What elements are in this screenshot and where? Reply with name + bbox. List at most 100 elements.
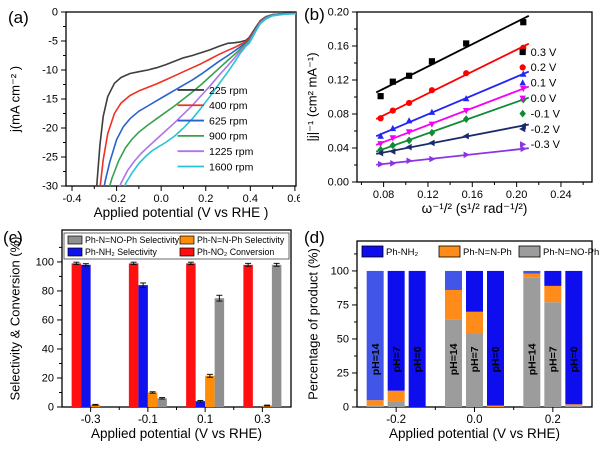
series-400-rpm [99, 12, 296, 186]
marker-square [428, 58, 436, 65]
legend-label: 225 rpm [209, 85, 248, 97]
marker-circle [463, 70, 470, 77]
legend-label: Ph-N=N-Ph Selectivity [197, 235, 285, 245]
marker-diamond [428, 128, 436, 137]
y-tick-label: 0.16 [328, 41, 349, 53]
marker-triangle-down [405, 129, 413, 136]
marker-triangle-left [377, 149, 384, 157]
bar-Ph-NO₂-Conversion--0.1 [128, 263, 139, 407]
bar-Ph-N=N-Ph-Selectivity--0.3 [90, 404, 101, 407]
marker-diamond [462, 115, 470, 123]
x-tick-label: -0.2 [386, 414, 406, 426]
stack-segment [366, 400, 384, 406]
marker-circle [389, 107, 396, 114]
legend-label: 1225 rpm [209, 146, 254, 158]
legend-label: -0.2 V [531, 124, 561, 136]
bar-Ph-NO₂-Conversion-0.1 [186, 263, 196, 407]
x-tick-label: 0.2 [545, 414, 561, 426]
marker-triangle-right [463, 151, 470, 159]
series-1600-rpm [123, 12, 296, 186]
y-tick-label: 100 [36, 257, 54, 269]
x-tick-label: 0.1 [197, 414, 213, 426]
stack-segment [487, 405, 504, 407]
stack-segment [445, 319, 462, 407]
x-tick-label: 0.24 [550, 189, 571, 201]
x-tick-label: -0.3 [81, 414, 101, 426]
x-tick-label: 0.2 [198, 193, 213, 205]
y-tick-label: 0.04 [328, 143, 349, 155]
bar-Ph-N=NO-Ph-Selectivity-0.3 [271, 264, 282, 407]
stack-segment [565, 270, 583, 405]
marker-circle [428, 87, 436, 94]
x-tick-label: 0.20 [506, 189, 527, 201]
series-group [95, 12, 296, 186]
marker-triangle-right [406, 157, 413, 164]
marker-circle [405, 99, 413, 107]
fit-line-0.3-V [375, 14, 530, 94]
bar-Ph-N=NO-Ph-Selectivity--0.1 [157, 398, 167, 407]
marker-square [389, 78, 396, 85]
x-tick-label: 0.6 [287, 193, 300, 205]
legend-box [63, 232, 290, 260]
marker-triangle-left [405, 143, 412, 151]
y-tick-label: -30 [42, 181, 58, 193]
marker-triangle-up [520, 70, 527, 77]
marker-triangle-left [428, 139, 435, 147]
legend-label: -0.1 V [531, 108, 561, 120]
stack-segment [565, 404, 583, 406]
marker-triangle-down [377, 141, 384, 148]
marker-triangle-up [428, 108, 436, 115]
bar-Ph-N=N-Ph-Selectivity-0.1 [205, 375, 215, 407]
legend-label: 400 rpm [209, 100, 248, 112]
panel-b-chart: 0.00 0.04 0.08 0.12 0.16 0.20 0.08 0.12 0.16 0.20… [305, 7, 593, 216]
panel-b: (b) 0.00 0.04 0.08 0.12 0.16 0.20 0.08 0.12 0.16… [300, 0, 600, 225]
y-tick-label: 25 [337, 368, 349, 380]
fit-line--0.3-V [376, 147, 529, 166]
marker-triangle-right [520, 141, 527, 148]
x-tick-label: 0.0 [154, 193, 169, 205]
stack-segment [544, 270, 562, 286]
legend-label: Ph-NH₂ [386, 247, 419, 258]
legend-label: Ph-N=NO-Ph [543, 247, 599, 258]
legend-swatch [179, 235, 195, 245]
bar-label: pH=0 [569, 346, 581, 372]
panel-a-tag: (a) [8, 8, 29, 27]
stack-segment [523, 270, 541, 274]
y-axis-label: Percentage of product (%) [306, 248, 321, 400]
marker-triangle-down [462, 108, 470, 115]
x-axis-label: Applied potential (V vs RHE ) [94, 205, 269, 220]
marker-square [405, 72, 413, 79]
legend-label: Ph-NO₂ Conversion [197, 247, 274, 257]
y-tick-label: -25 [42, 152, 58, 164]
y-tick-label: 0 [343, 402, 349, 414]
marker-triangle-right [429, 155, 436, 163]
y-tick-label: 0.12 [328, 75, 349, 87]
marker-triangle-left [389, 148, 396, 155]
y-tick-label: 80 [42, 286, 54, 298]
axis-frame [356, 11, 593, 183]
marker-triangle-left [519, 125, 526, 133]
stack-segment [544, 302, 562, 407]
x-tick-label: 0.08 [373, 189, 394, 201]
y-axis-label: j(mA cm⁻² ) [8, 66, 23, 133]
marker-square [519, 48, 526, 56]
stack-segment [445, 270, 462, 290]
marker-triangle-down [428, 121, 436, 128]
bar-label: pH=14 [527, 343, 539, 375]
stack-segment [387, 390, 405, 402]
legend-label: -0.3 V [531, 139, 561, 151]
stack-segment [466, 333, 483, 407]
x-tick-label: 0.16 [462, 189, 483, 201]
y-tick-label: 100 [331, 266, 349, 278]
stack-segment [387, 270, 405, 391]
bar-label: pH=7 [469, 346, 481, 372]
x-tick-label: -0.2 [107, 193, 126, 205]
marker-triangle-left [462, 132, 469, 140]
y-tick-label: -15 [42, 94, 58, 106]
legend-swatch [361, 245, 384, 258]
legend-label: 1600 rpm [209, 161, 254, 173]
marker-triangle-right [390, 160, 397, 167]
legend-swatch [179, 247, 195, 257]
marker-triangle-down [520, 85, 527, 93]
